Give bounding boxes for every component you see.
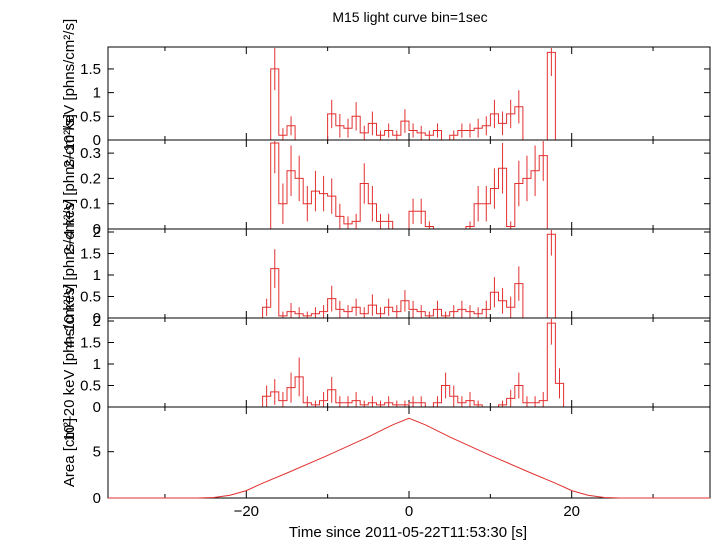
y-tick-label: 0 bbox=[93, 399, 101, 416]
chart-title: M15 light curve bin=1sec bbox=[332, 9, 487, 25]
panel-frame bbox=[107, 317, 711, 408]
y-tick-label: 2 bbox=[93, 313, 101, 330]
y-tick-label: 1 bbox=[93, 267, 101, 284]
y-tick-label: 1 bbox=[93, 85, 101, 102]
panel-frame bbox=[107, 406, 711, 499]
y-axis-title: Area [cm²] bbox=[61, 418, 78, 487]
y-tick-label: 0.3 bbox=[80, 145, 101, 162]
y-tick-label: 0 bbox=[93, 310, 101, 327]
panels: 00.511.52–10 keV [phns/cm²/s]00.10.20.32… bbox=[61, 19, 711, 520]
y-tick-label: 1 bbox=[93, 356, 101, 373]
series-line bbox=[108, 51, 710, 141]
series-line bbox=[108, 142, 710, 230]
x-tick-label: 20 bbox=[563, 503, 580, 520]
y-axis-title: 4–10 keV [phns/cm²/s] bbox=[61, 199, 78, 348]
y-tick-label: 0.5 bbox=[80, 289, 101, 306]
x-tick-label: 0 bbox=[405, 503, 413, 520]
panel-2: 0 0.1 0.2 0.32–4 keV [phns/cm²/s] bbox=[61, 114, 711, 255]
x-axis-title: Time since 2011-05-22T11:53:30 [s] bbox=[289, 524, 527, 541]
y-axis-title: 2–10 keV [phns/cm²/s] bbox=[61, 19, 78, 168]
panel-5: 0 5 Area [cm²] bbox=[61, 406, 711, 507]
panel-1: 0 0.5 1 1.52–10 keV [phns/cm²/s] bbox=[61, 19, 711, 168]
series-line bbox=[108, 233, 710, 319]
y-tick-label: 0.1 bbox=[80, 196, 101, 213]
y-axis-title: 10–20 keV [phns/cm²/s] bbox=[61, 284, 78, 442]
y-tick-label: 5 bbox=[93, 444, 101, 461]
x-tick-label: −20 bbox=[234, 503, 259, 520]
y-tick-label: 1.5 bbox=[80, 246, 101, 263]
y-tick-label: 2 bbox=[93, 224, 101, 241]
y-tick-label: 0.2 bbox=[80, 170, 101, 187]
y-tick-label: 0.5 bbox=[80, 108, 101, 125]
panel-4: 0 0.5 1 1.5 2 10–20 keV [phns/cm²/s] bbox=[61, 284, 711, 442]
y-tick-label: 0.5 bbox=[80, 378, 101, 395]
series-line bbox=[108, 417, 710, 499]
y-tick-label: 0 bbox=[93, 490, 101, 507]
y-tick-label: 1.5 bbox=[80, 61, 101, 78]
y-axis-title: 2–4 keV [phns/cm²/s] bbox=[61, 114, 78, 255]
panel-3: 0 0.5 1 1.5 2 4–10 keV [phns/cm²/s] bbox=[61, 199, 711, 348]
x-tick-labels: −20 0 20 bbox=[234, 503, 580, 520]
y-tick-label: 1.5 bbox=[80, 335, 101, 352]
series-line bbox=[108, 322, 710, 408]
y-tick-label: 0 bbox=[93, 221, 101, 238]
y-tick-label: 0 bbox=[93, 132, 101, 149]
